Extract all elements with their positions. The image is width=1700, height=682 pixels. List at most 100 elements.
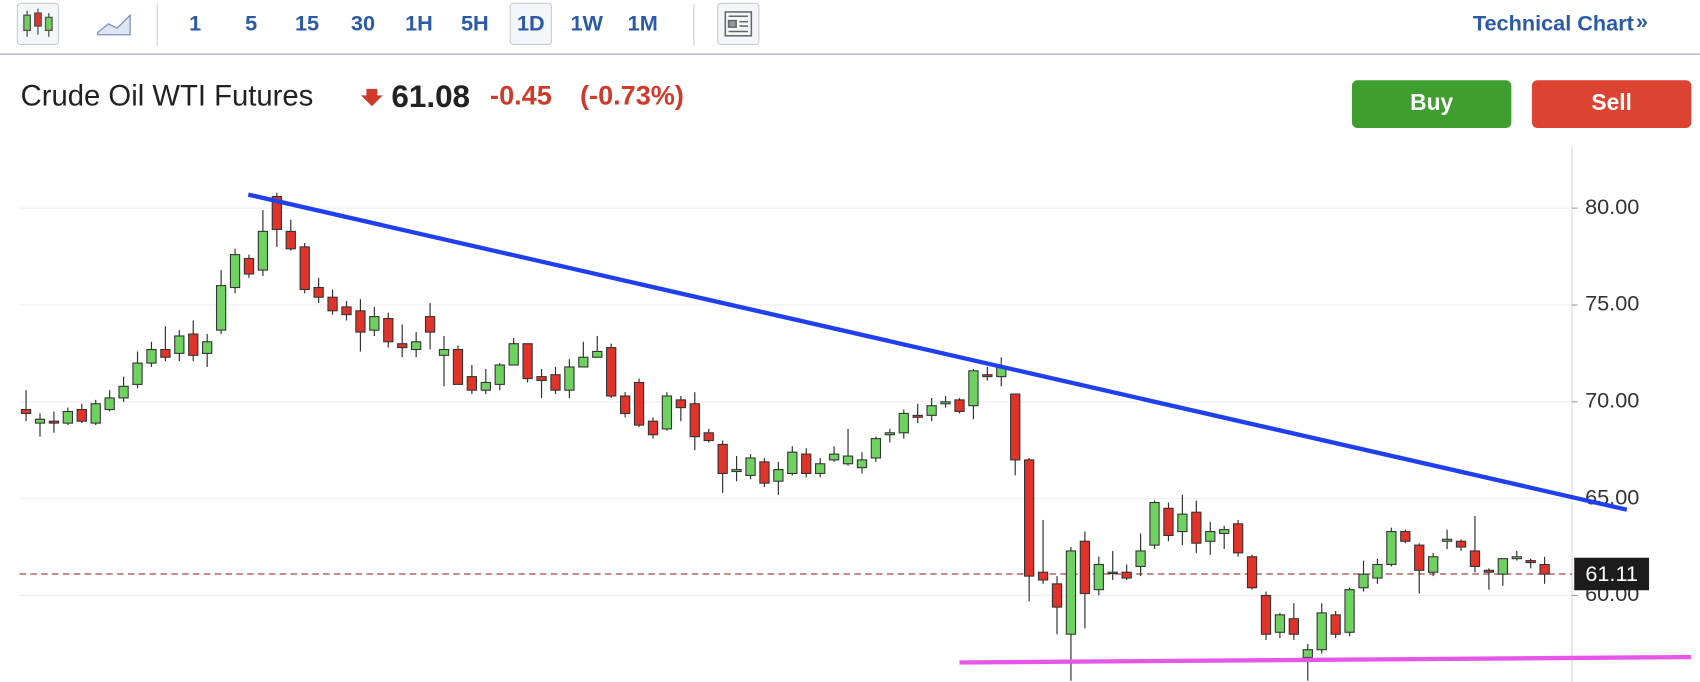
sell-label[interactable]: Sell — [1591, 89, 1631, 115]
price-label: 61.11 — [1585, 561, 1638, 586]
candle-body — [215, 285, 227, 331]
candle-body — [1525, 560, 1536, 564]
interval-button[interactable]: 1D — [517, 11, 545, 36]
quote-header: Crude Oil WTI Futures 61.08 -0.45 (-0.73… — [21, 79, 1692, 128]
candle-body — [1065, 550, 1077, 635]
interval-group: 1 5 15 30 1H 5H 1D 1W 1M — [189, 2, 658, 46]
candle-body — [1121, 571, 1132, 579]
candle-body — [480, 381, 491, 391]
buy-label[interactable]: Buy — [1410, 89, 1453, 115]
candle-body — [954, 399, 965, 413]
candle-body — [926, 405, 937, 416]
interval-button[interactable]: 5H — [461, 11, 489, 36]
candle-body — [1051, 583, 1063, 608]
candle-body — [1539, 563, 1550, 575]
candle-body — [1428, 556, 1439, 573]
candle-body — [1511, 556, 1522, 560]
candle-body — [619, 395, 631, 414]
candle-body — [438, 348, 450, 356]
interval-button[interactable]: 15 — [295, 11, 319, 36]
buy-button-bg[interactable] — [1351, 80, 1512, 128]
candle-body — [982, 374, 993, 378]
candle-body — [229, 254, 241, 289]
candle-body — [1205, 531, 1216, 542]
candle-body — [1037, 571, 1049, 581]
candle-body — [1246, 556, 1258, 589]
candle-body — [327, 296, 338, 312]
sell-button-bg[interactable] — [1531, 80, 1692, 128]
candle-body — [1010, 393, 1021, 461]
sell-button[interactable]: Sell — [1531, 80, 1692, 128]
candle-body — [383, 317, 394, 343]
line-icon-button[interactable] — [96, 13, 131, 36]
candle-body — [271, 195, 282, 230]
candle-body — [104, 397, 115, 411]
candle-body — [1497, 558, 1508, 575]
candle-body — [870, 438, 882, 459]
candle-body — [1455, 540, 1467, 548]
interval-button[interactable]: 1H — [405, 11, 433, 36]
candle-body — [856, 459, 868, 469]
y-tick-label: 75.00 — [1585, 291, 1639, 316]
candle-body — [1358, 573, 1369, 589]
candle-body — [940, 401, 951, 405]
candle-body — [341, 306, 352, 316]
interval-button[interactable]: 1M — [628, 11, 658, 36]
candle-body — [564, 366, 575, 391]
candle-body — [160, 348, 171, 358]
candle-body — [369, 316, 380, 331]
down-arrow — [361, 88, 383, 107]
candle-body — [466, 376, 478, 391]
interval-button[interactable]: 5 — [245, 11, 257, 36]
candle-body — [1191, 511, 1202, 544]
candle-body — [536, 376, 547, 382]
interval-button[interactable]: 1 — [189, 11, 201, 36]
candle-body — [1483, 569, 1495, 573]
trend-line — [247, 192, 1628, 512]
candle-body — [257, 230, 269, 271]
candle-body — [968, 370, 979, 407]
candle-body — [1232, 523, 1244, 554]
candle-body — [508, 343, 519, 366]
candle-body — [828, 453, 840, 461]
candle-body — [633, 381, 645, 426]
buy-button[interactable]: Buy — [1351, 80, 1512, 128]
candle-body — [815, 463, 826, 475]
candle-body — [773, 469, 784, 482]
candle-body — [522, 343, 533, 380]
candle-body — [787, 451, 798, 475]
candle-body — [1288, 618, 1299, 635]
candle-body — [550, 374, 561, 391]
candle-body — [494, 364, 505, 385]
candle-body — [243, 257, 255, 275]
candle-icon — [23, 8, 53, 37]
selected-interval-box[interactable] — [509, 2, 552, 46]
candle-body — [661, 395, 673, 430]
candle-body — [174, 335, 185, 354]
candle-body — [1274, 614, 1286, 633]
candle-body — [299, 246, 310, 291]
candle-body — [1093, 563, 1104, 591]
candle-body — [1344, 589, 1355, 633]
candle-body — [411, 341, 422, 351]
candle-body — [1260, 594, 1272, 635]
candle-body — [90, 403, 101, 424]
interval-button[interactable]: 30 — [351, 11, 375, 36]
candle-body — [745, 457, 756, 476]
candle-body — [1330, 614, 1341, 635]
candle-body — [717, 443, 728, 475]
link-icon[interactable]: » — [1636, 9, 1648, 34]
candle-body — [424, 316, 436, 333]
candle-body — [1163, 507, 1174, 536]
technical-chart-link[interactable]: Technical Chart — [1473, 11, 1634, 36]
candle-body — [759, 461, 770, 484]
trend-line — [959, 654, 1691, 665]
candle-body — [1414, 544, 1425, 571]
candle-body — [1302, 649, 1313, 658]
interval-button[interactable]: 1W — [571, 11, 604, 36]
news-icon-button[interactable] — [717, 2, 760, 46]
candle-body — [20, 409, 32, 414]
